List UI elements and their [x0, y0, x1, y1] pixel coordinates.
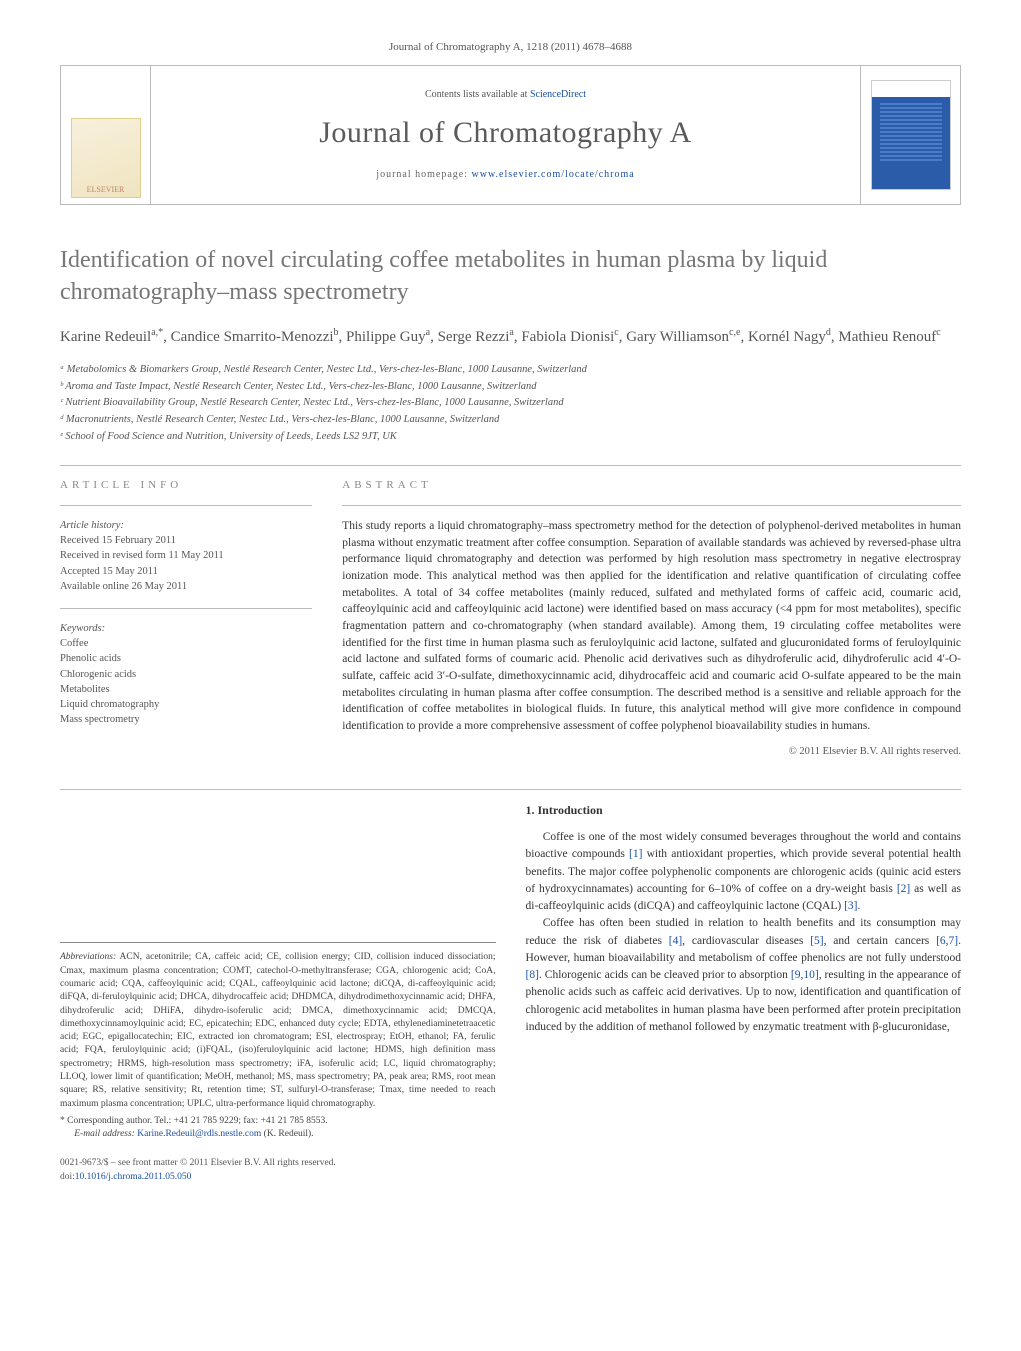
- homepage-link[interactable]: www.elsevier.com/locate/chroma: [472, 169, 635, 180]
- article-title: Identification of novel circulating coff…: [60, 245, 961, 307]
- homepage-line: journal homepage: www.elsevier.com/locat…: [376, 168, 634, 182]
- ref-link[interactable]: [5]: [810, 935, 823, 947]
- article-history: Article history: Received 15 February 20…: [60, 518, 312, 594]
- body-columns: Abbreviations: ACN, acetonitrile; CA, ca…: [60, 802, 961, 1141]
- keyword: Liquid chromatography: [60, 697, 312, 712]
- ref-link[interactable]: [3]: [844, 900, 857, 912]
- keyword: Coffee: [60, 636, 312, 651]
- journal-header: ELSEVIER Contents lists available at Sci…: [60, 65, 961, 205]
- keywords-block: Keywords: Coffee Phenolic acids Chloroge…: [60, 621, 312, 728]
- ref-link[interactable]: [2]: [897, 883, 910, 895]
- history-accepted: Accepted 15 May 2011: [60, 564, 312, 579]
- abstract-copyright: © 2011 Elsevier B.V. All rights reserved…: [342, 745, 961, 760]
- text: , cardiovascular diseases: [682, 935, 810, 947]
- abbreviations-block: Abbreviations: ACN, acetonitrile; CA, ca…: [60, 951, 496, 1111]
- introduction-text: Coffee is one of the most widely consume…: [526, 829, 962, 1036]
- issn-line: 0021-9673/$ – see front matter © 2011 El…: [60, 1157, 961, 1170]
- affiliation-c: ᶜ Nutrient Bioavailability Group, Nestlé…: [60, 395, 961, 411]
- article-info-column: article info Article history: Received 1…: [60, 478, 312, 760]
- affiliation-a: ᵃ Metabolomics & Biomarkers Group, Nestl…: [60, 362, 961, 378]
- abbreviations-label: Abbreviations:: [60, 952, 116, 962]
- divider: [342, 505, 961, 506]
- affiliation-b: ᵇ Aroma and Taste Impact, Nestlé Researc…: [60, 379, 961, 395]
- email-line: E-mail address: Karine.Redeuil@rdls.nest…: [60, 1128, 496, 1141]
- column-spacer: [60, 802, 496, 942]
- divider: [60, 789, 961, 790]
- affiliations: ᵃ Metabolomics & Biomarkers Group, Nestl…: [60, 362, 961, 445]
- journal-reference: Journal of Chromatography A, 1218 (2011)…: [60, 40, 961, 55]
- ref-link[interactable]: [4]: [669, 935, 682, 947]
- ref-link[interactable]: [6,7]: [936, 935, 958, 947]
- abstract-text: This study reports a liquid chromatograp…: [342, 518, 961, 735]
- history-label: Article history:: [60, 518, 312, 533]
- journal-cover-thumb: [860, 66, 960, 204]
- keyword: Mass spectrometry: [60, 712, 312, 727]
- history-revised: Received in revised form 11 May 2011: [60, 548, 312, 563]
- ref-link[interactable]: [9,10]: [791, 969, 819, 981]
- ref-link[interactable]: [1]: [629, 848, 642, 860]
- divider: [60, 608, 312, 609]
- keyword: Metabolites: [60, 682, 312, 697]
- abstract-column: abstract This study reports a liquid chr…: [342, 478, 961, 760]
- footnotes: Abbreviations: ACN, acetonitrile; CA, ca…: [60, 942, 496, 1141]
- contents-prefix: Contents lists available at: [425, 89, 530, 100]
- publisher-logo: ELSEVIER: [61, 66, 151, 204]
- text: .: [858, 900, 861, 912]
- info-abstract-row: article info Article history: Received 1…: [60, 478, 961, 760]
- keyword: Phenolic acids: [60, 651, 312, 666]
- text: . Chlorogenic acids can be cleaved prior…: [539, 969, 791, 981]
- divider: [60, 465, 961, 466]
- header-center: Contents lists available at ScienceDirec…: [151, 66, 860, 204]
- history-online: Available online 26 May 2011: [60, 579, 312, 594]
- corresponding-author: * Corresponding author. Tel.: +41 21 785…: [60, 1115, 496, 1128]
- email-link[interactable]: Karine.Redeuil@rdls.nestle.com: [137, 1129, 261, 1139]
- abstract-heading: abstract: [342, 478, 961, 493]
- email-suffix: (K. Redeuil).: [261, 1129, 313, 1139]
- doi-label: doi:: [60, 1172, 75, 1182]
- divider: [60, 505, 312, 506]
- elsevier-logo-icon: ELSEVIER: [71, 118, 141, 198]
- right-column: 1. Introduction Coffee is one of the mos…: [526, 802, 962, 1141]
- keyword: Chlorogenic acids: [60, 667, 312, 682]
- affiliation-d: ᵈ Macronutrients, Nestlé Research Center…: [60, 412, 961, 428]
- email-label: E-mail address:: [74, 1129, 137, 1139]
- sciencedirect-link[interactable]: ScienceDirect: [530, 89, 586, 100]
- homepage-prefix: journal homepage:: [376, 169, 471, 180]
- author-list: Karine Redeuila,*, Candice Smarrito-Meno…: [60, 326, 961, 348]
- left-column: Abbreviations: ACN, acetonitrile; CA, ca…: [60, 802, 496, 1141]
- ref-link[interactable]: [8]: [526, 969, 539, 981]
- footer-meta: 0021-9673/$ – see front matter © 2011 El…: [60, 1157, 961, 1184]
- text: , and certain cancers: [824, 935, 936, 947]
- contents-line: Contents lists available at ScienceDirec…: [425, 88, 586, 102]
- introduction-heading: 1. Introduction: [526, 802, 962, 819]
- abbreviations-text: ACN, acetonitrile; CA, caffeic acid; CE,…: [60, 952, 496, 1108]
- intro-paragraph-1: Coffee is one of the most widely consume…: [526, 829, 962, 915]
- article-info-heading: article info: [60, 478, 312, 493]
- journal-name: Journal of Chromatography A: [319, 112, 692, 154]
- cover-image-icon: [871, 80, 951, 190]
- doi-link[interactable]: 10.1016/j.chroma.2011.05.050: [75, 1172, 192, 1182]
- intro-paragraph-2: Coffee has often been studied in relatio…: [526, 915, 962, 1036]
- doi-line: doi:10.1016/j.chroma.2011.05.050: [60, 1171, 961, 1184]
- keywords-label: Keywords:: [60, 621, 312, 636]
- affiliation-e: ᵉ School of Food Science and Nutrition, …: [60, 429, 961, 445]
- history-received: Received 15 February 2011: [60, 533, 312, 548]
